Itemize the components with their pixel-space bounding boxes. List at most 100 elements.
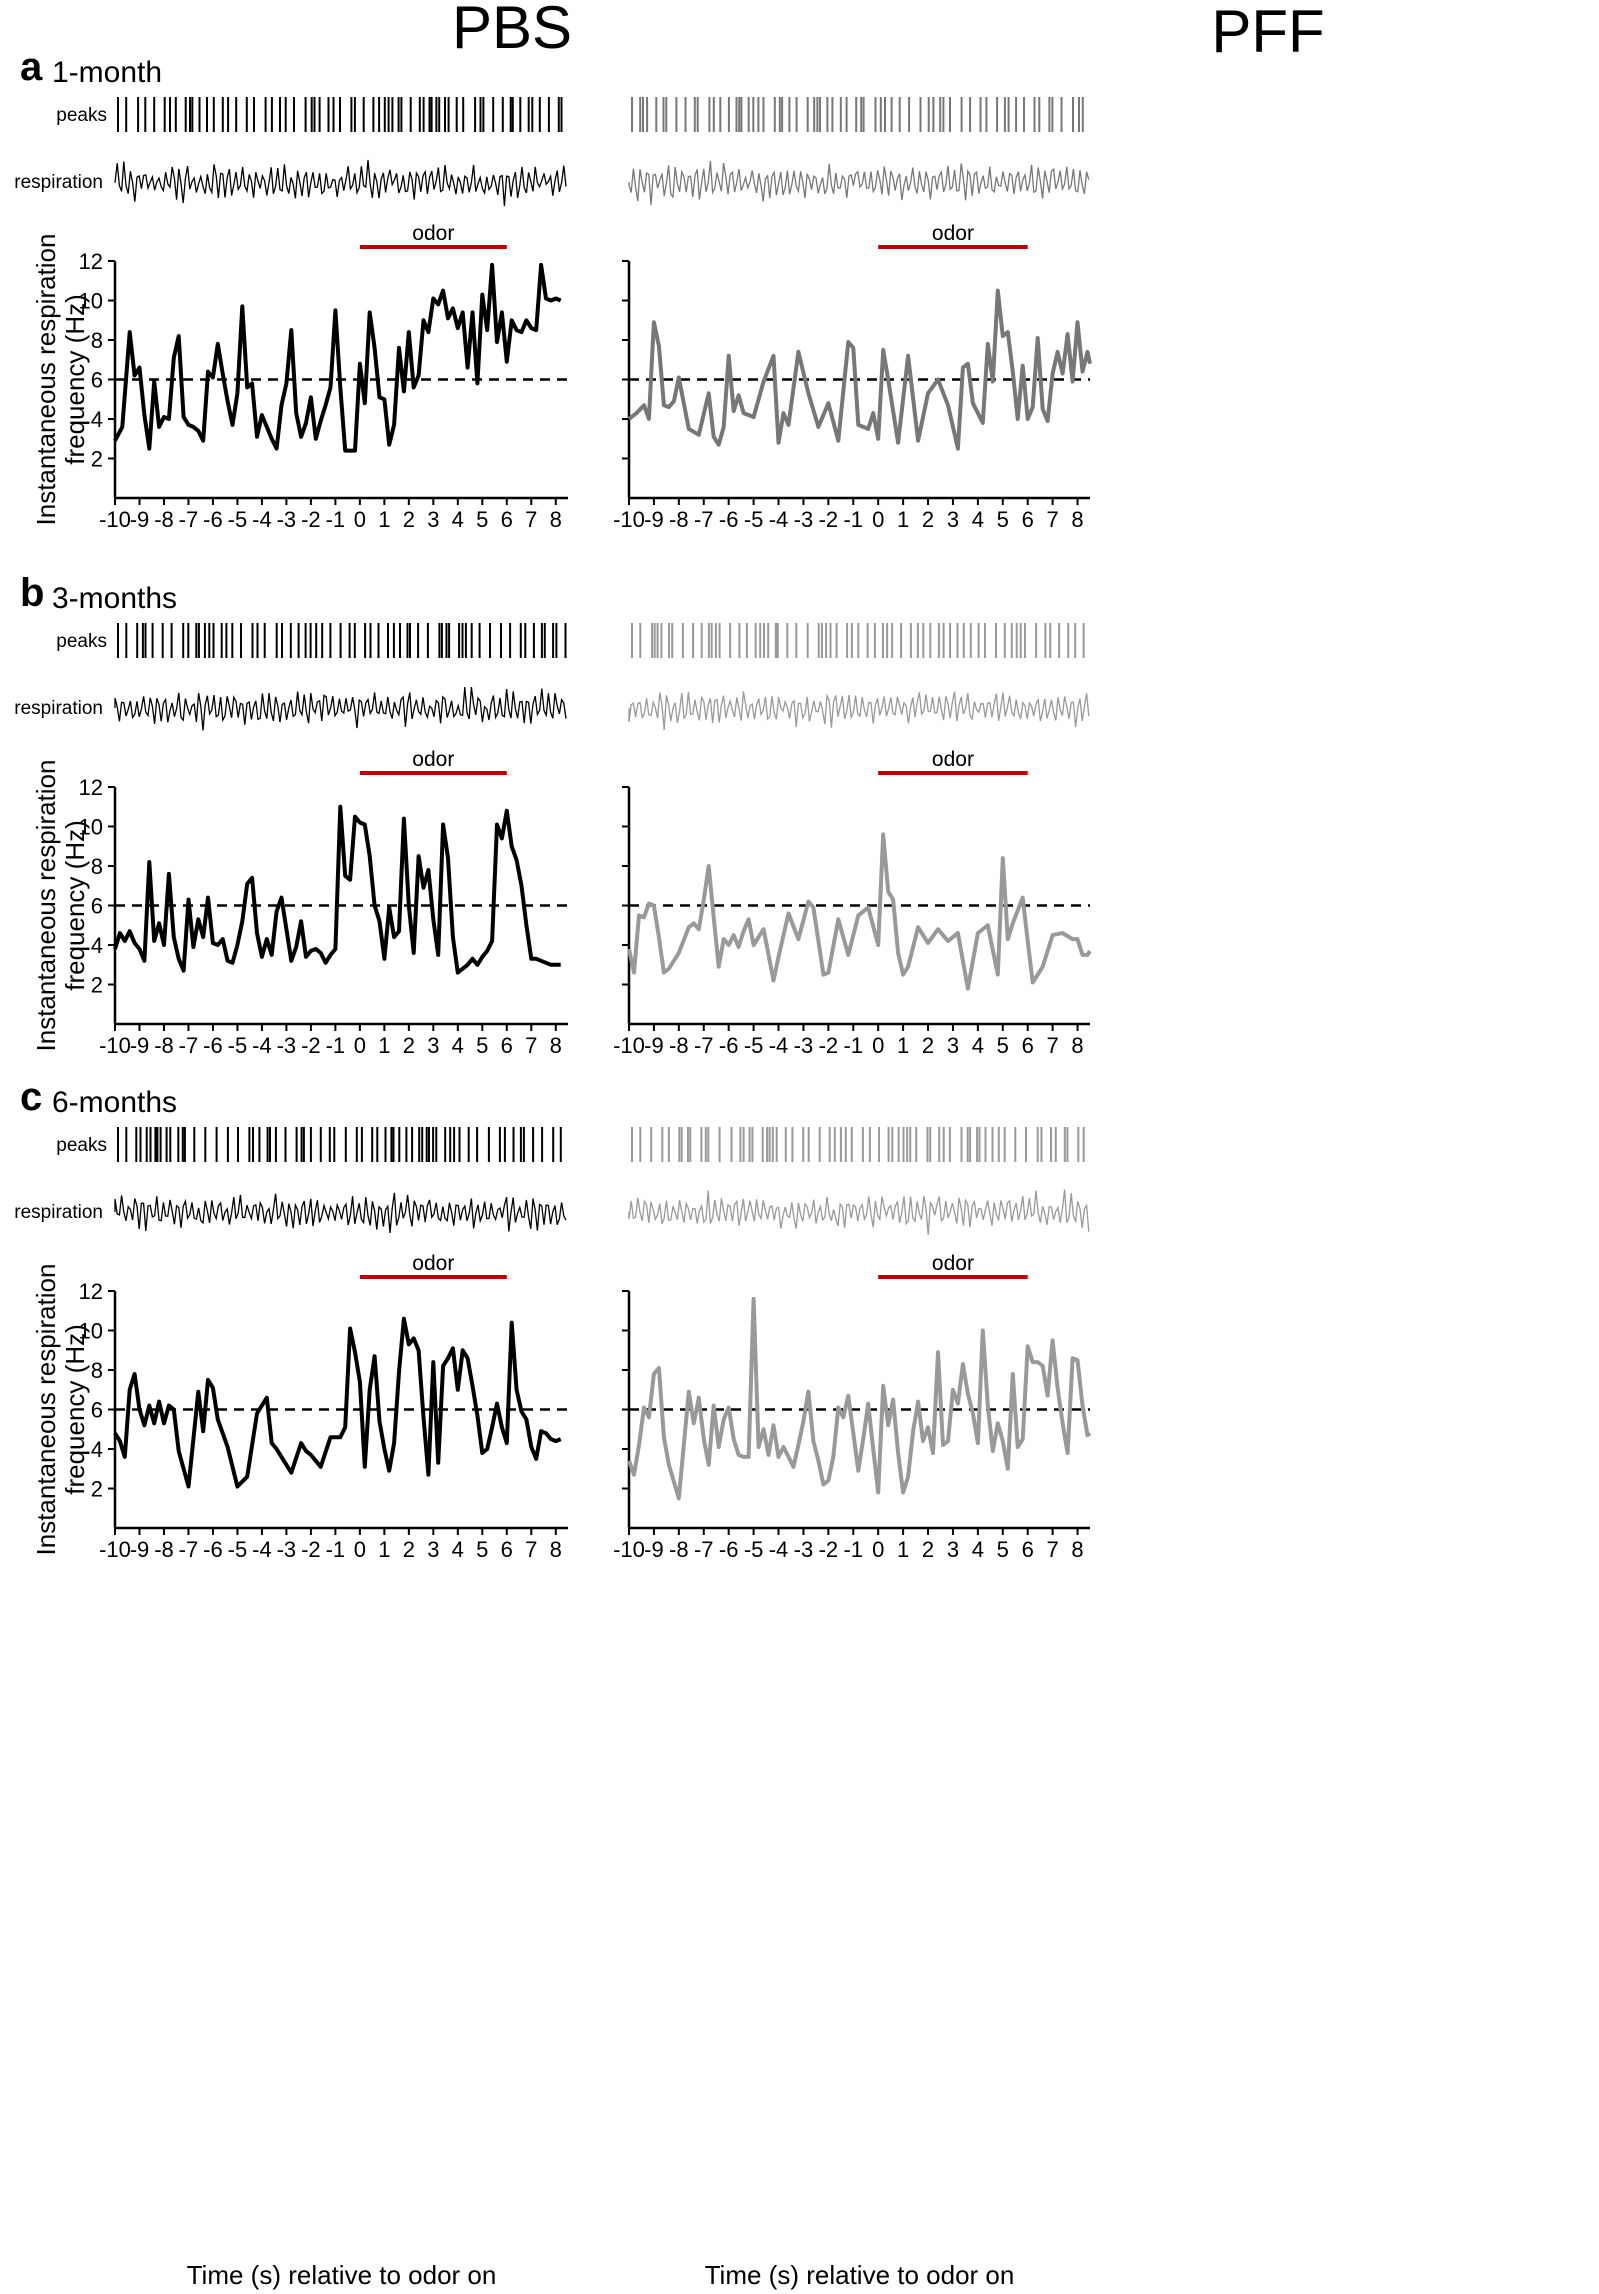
x-tick-label-pbs-c-6: 6: [501, 1537, 513, 1562]
x-tick-label-pff-a--8: -8: [669, 507, 689, 532]
respiration-trace-pbs-a: [114, 159, 567, 207]
x-tick-label-pbs-a-4: 4: [452, 507, 464, 532]
x-tick-label-pbs-c-8: 8: [550, 1537, 562, 1562]
x-tick-label-pff-a-7: 7: [1046, 507, 1058, 532]
x-tick-label-pff-b--4: -4: [769, 1033, 789, 1058]
column-title-pbs: PBS: [452, 0, 572, 61]
peaks-label-b: peaks: [56, 631, 107, 652]
x-tick-label-pbs-b-2: 2: [403, 1033, 415, 1058]
peaks-label-c: peaks: [56, 1135, 107, 1156]
x-tick-label-pff-b-4: 4: [972, 1033, 984, 1058]
x-tick-label-pff-c--4: -4: [769, 1537, 789, 1562]
x-tick-label-pff-c--7: -7: [694, 1537, 714, 1562]
x-tick-label-pff-c--2: -2: [819, 1537, 839, 1562]
x-tick-label-pff-c-4: 4: [972, 1537, 984, 1562]
x-tick-label-pbs-b-3: 3: [427, 1033, 439, 1058]
x-tick-label-pbs-b--8: -8: [154, 1033, 174, 1058]
panel-b: b 3-monthspeaksrespirationodor24681012-10…: [14, 571, 1092, 1058]
x-tick-label-pbs-b--9: -9: [130, 1033, 150, 1058]
x-tick-label-pff-a--10: -10: [613, 507, 645, 532]
age-label-c: 6-months: [52, 1086, 177, 1119]
x-tick-label-pbs-c--10: -10: [99, 1537, 131, 1562]
panel-letter-b: b: [20, 571, 44, 615]
x-tick-label-pff-c--8: -8: [669, 1537, 689, 1562]
x-tick-label-pff-b-5: 5: [997, 1033, 1009, 1058]
panel-letter-a: a: [20, 45, 43, 89]
y-tick-label-a-10: 10: [79, 289, 103, 314]
x-tick-label-pff-b-2: 2: [922, 1033, 934, 1058]
y-tick-label-a-2: 2: [91, 447, 103, 472]
x-tick-label-pff-b--5: -5: [744, 1033, 764, 1058]
x-tick-label-pbs-a--10: -10: [99, 507, 131, 532]
x-tick-label-pbs-c-5: 5: [476, 1537, 488, 1562]
subplot-pff-a: odor-10 -9 -8 -7 -6 -5 -4 -3 -2 -1 0 1 2 3 4 5 6 7 8: [613, 97, 1092, 532]
column-title-pff: PFF: [1211, 0, 1324, 65]
y-tick-label-c-2: 2: [91, 1477, 103, 1502]
x-tick-label-pff-b-7: 7: [1046, 1033, 1058, 1058]
x-tick-label-pbs-c--2: -2: [301, 1537, 321, 1562]
x-tick-label-pbs-a-8: 8: [550, 507, 562, 532]
x-tick-label-pff-a-3: 3: [947, 507, 959, 532]
x-tick-label-pff-a--5: -5: [744, 507, 764, 532]
x-tick-label-pff-a-6: 6: [1022, 507, 1034, 532]
x-tick-label-pbs-c-7: 7: [525, 1537, 537, 1562]
x-tick-label-pff-a-0: 0: [872, 507, 884, 532]
x-tick-label-pbs-c--7: -7: [179, 1537, 199, 1562]
x-tick-label-pff-c-2: 2: [922, 1537, 934, 1562]
x-tick-label-pff-b-6: 6: [1022, 1033, 1034, 1058]
x-tick-label-pff-a-2: 2: [922, 507, 934, 532]
y-tick-label-b-10: 10: [79, 815, 103, 840]
series-line-pbs-a: [113, 262, 562, 453]
peaks-label-a: peaks: [56, 105, 107, 126]
respiration-label-a: respiration: [14, 172, 103, 193]
y-axis-title-line1-b: Instantaneous respiration: [31, 760, 61, 1052]
x-tick-label-pff-a-5: 5: [997, 507, 1009, 532]
x-tick-label-pff-a-1: 1: [897, 507, 909, 532]
x-tick-label-pbs-b--3: -3: [277, 1033, 297, 1058]
y-tick-label-a-4: 4: [91, 407, 103, 432]
panel-a: a 1-monthpeaksrespirationodor24681012-10-…: [14, 45, 1092, 532]
odor-label-pff-a: odor: [932, 222, 974, 245]
x-tick-label-pbs-c-1: 1: [378, 1537, 390, 1562]
x-tick-label-pff-b--3: -3: [794, 1033, 814, 1058]
respiration-trace-pbs-b: [114, 686, 567, 731]
panel-letter-c: c: [20, 1075, 42, 1119]
peaks-raster-pff-a: [631, 97, 1084, 132]
x-tick-label-pbs-a-7: 7: [525, 507, 537, 532]
x-tick-label-pff-c--1: -1: [843, 1537, 863, 1562]
age-label-b: 3-months: [52, 582, 177, 615]
y-tick-label-b-8: 8: [91, 854, 103, 879]
x-tick-label-pff-b--8: -8: [669, 1033, 689, 1058]
x-tick-label-pbs-a--3: -3: [277, 507, 297, 532]
y-tick-label-a-12: 12: [79, 249, 103, 274]
x-tick-label-pff-a--3: -3: [794, 507, 814, 532]
subplot-pff-b: odor-10 -9 -8 -7 -6 -5 -4 -3 -2 -1 0 1 2 3 4 5 6 7 8: [613, 623, 1092, 1058]
respiration-trace-pbs-c: [114, 1192, 567, 1234]
respiration-trace-pff-b: [628, 691, 1090, 730]
x-tick-label-pbs-b--4: -4: [252, 1033, 272, 1058]
x-tick-label-pbs-a-2: 2: [403, 507, 415, 532]
x-tick-label-pbs-c-0: 0: [354, 1537, 366, 1562]
y-tick-label-c-8: 8: [91, 1358, 103, 1383]
y-axis-title-line2-b: frequency (Hz): [60, 820, 90, 991]
x-tick-label-pbs-c-3: 3: [427, 1537, 439, 1562]
respiration-trace-pff-c: [628, 1189, 1090, 1235]
x-axis-title-pff: Time (s) relative to odor on: [705, 2260, 1015, 2290]
x-tick-label-pff-c--10: -10: [613, 1537, 645, 1562]
peaks-raster-pbs-b: [117, 623, 567, 658]
x-tick-label-pff-b-3: 3: [947, 1033, 959, 1058]
respiration-label-b: respiration: [14, 698, 103, 719]
x-tick-label-pff-c-0: 0: [872, 1537, 884, 1562]
y-tick-label-b-2: 2: [91, 973, 103, 998]
x-tick-label-pbs-a--8: -8: [154, 507, 174, 532]
x-tick-label-pbs-b-4: 4: [452, 1033, 464, 1058]
y-tick-label-c-12: 12: [79, 1279, 103, 1304]
x-tick-label-pbs-c--6: -6: [203, 1537, 223, 1562]
y-axis-title-line2-c: frequency (Hz): [60, 1324, 90, 1495]
x-tick-label-pff-b--10: -10: [613, 1033, 645, 1058]
odor-label-pbs-a: odor: [412, 222, 454, 245]
x-tick-label-pff-a--4: -4: [769, 507, 789, 532]
